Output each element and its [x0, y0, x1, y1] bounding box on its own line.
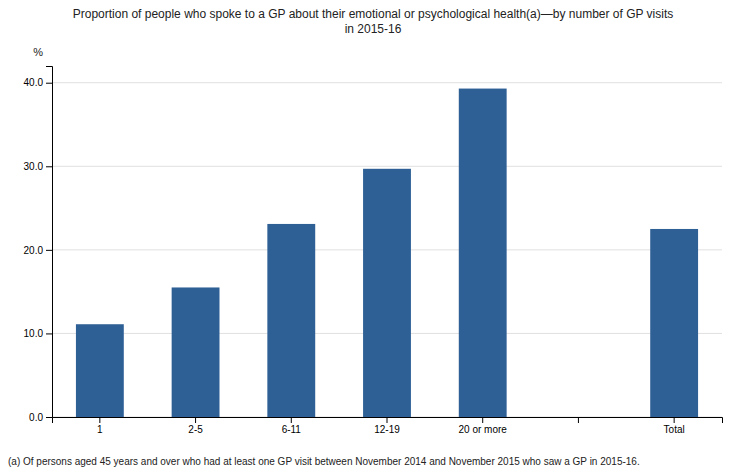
- chart-svg: Proportion of people who spoke to a GP a…: [0, 0, 746, 475]
- x-tick: 6-11: [282, 417, 302, 435]
- x-tick-mark: [482, 417, 483, 423]
- x-tick: Total: [664, 417, 685, 435]
- bar: [267, 224, 315, 417]
- bars: [76, 89, 698, 417]
- y-axis: 0.0 10.0 20.0 30.0 40.0: [24, 67, 53, 423]
- x-tick-mark: [195, 417, 196, 423]
- y-tick-mark: [46, 417, 52, 418]
- chart-container: Proportion of people who spoke to a GP a…: [0, 0, 746, 475]
- bar: [363, 169, 411, 417]
- title-line: in 2015-16: [345, 22, 402, 36]
- x-tick: 2-5: [188, 417, 203, 435]
- x-tick: 12-19: [374, 417, 400, 435]
- x-tick: [578, 417, 579, 423]
- bar: [172, 287, 220, 417]
- y-tick-label: 40.0: [24, 77, 44, 88]
- y-tick-mark: [46, 333, 52, 334]
- x-tick-label: 20 or more: [459, 424, 508, 435]
- x-axis: 1 2-5 6-11 12-19 20 or more Total: [53, 417, 723, 435]
- y-tick: 30.0: [24, 161, 52, 172]
- y-tick: 0.0: [29, 412, 52, 423]
- y-label: %: [33, 46, 43, 58]
- x-tick: 20 or more: [459, 417, 508, 435]
- x-tick-mark: [674, 417, 675, 423]
- bar: [650, 229, 698, 417]
- title: Proportion of people who spoke to a GP a…: [73, 7, 674, 36]
- x-tick-mark: [99, 417, 100, 423]
- y-tick-mark: [46, 166, 52, 167]
- y-tick-mark: [46, 83, 52, 84]
- x-tick-label: Total: [664, 424, 685, 435]
- x-tick-mark: [387, 417, 388, 423]
- grid-line: [52, 82, 722, 83]
- title-line: Proportion of people who spoke to a GP a…: [73, 7, 674, 21]
- bar: [76, 324, 124, 417]
- x-tick-mark: [578, 417, 579, 423]
- y-tick: 20.0: [24, 245, 52, 256]
- y-axis-line: [46, 67, 53, 418]
- x-axis-line: [53, 418, 723, 424]
- grid: [52, 83, 722, 417]
- x-tick-label: 2-5: [188, 424, 203, 435]
- y-tick-label: 10.0: [24, 328, 44, 339]
- y-tick-label: 20.0: [24, 245, 44, 256]
- x-tick-label: 1: [97, 424, 103, 435]
- footnote: (a) Of persons aged 45 years and over wh…: [8, 456, 640, 467]
- y-tick: 40.0: [24, 77, 52, 88]
- bar: [459, 89, 507, 417]
- x-tick-label: 6-11: [282, 424, 302, 435]
- plot: 0.0 10.0 20.0 30.0 40.0 1 2-5 6-11 12-19 20 or mo…: [24, 67, 723, 436]
- y-tick-label: 0.0: [29, 412, 43, 423]
- y-tick-mark: [46, 250, 52, 251]
- y-tick: 10.0: [24, 328, 52, 339]
- x-tick: 1: [97, 417, 103, 435]
- grid-line: [52, 166, 722, 167]
- x-tick-mark: [291, 417, 292, 423]
- y-tick-label: 30.0: [24, 161, 44, 172]
- x-tick-label: 12-19: [374, 424, 400, 435]
